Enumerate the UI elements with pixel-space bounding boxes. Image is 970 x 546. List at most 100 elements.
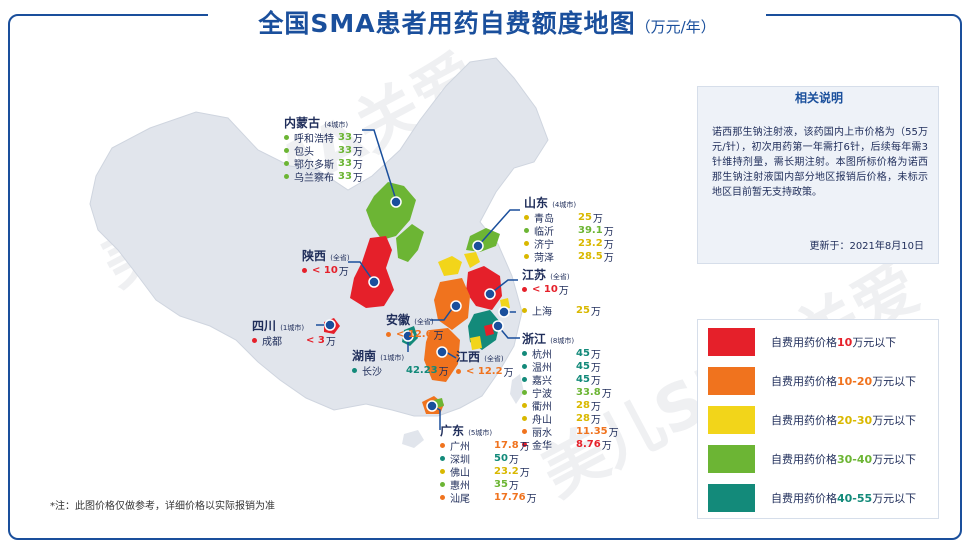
city-list: 呼和浩特 33 万包头 33 万鄂尔多斯 33 万乌兰察布 33 万: [284, 131, 363, 184]
city-name: 包头: [294, 147, 314, 158]
region-zhejiang-red: [484, 324, 494, 336]
city-list: < 12.6 万: [386, 328, 444, 342]
city-dot: [522, 287, 527, 292]
city-row: 乌兰察布 33 万: [284, 170, 363, 184]
city-unit: 万: [590, 415, 601, 426]
city-value: 45: [576, 374, 590, 385]
city-dot: [386, 332, 391, 337]
city-value: 39.1: [578, 225, 603, 236]
city-list: < 10 万: [522, 283, 570, 297]
leader-neimenggu: [362, 129, 397, 201]
legend-label: 自费用药价格40-55万元以下: [771, 492, 917, 505]
city-unit: 万: [519, 468, 530, 479]
city-unit: 万: [558, 286, 569, 297]
label-shandong: 山东 (4城市) 青岛 25 万临沂 39.1 万济宁 23.2 万菏泽 28.5 万: [524, 194, 614, 264]
city-unit: 万: [503, 368, 514, 379]
province-scope: (全省): [484, 355, 504, 363]
city-row: 长沙 42.23 万: [352, 364, 449, 378]
legend-swatch: [708, 445, 755, 473]
province-scope: (全省): [330, 254, 350, 262]
province-name: 四川: [252, 319, 277, 333]
marker-zhejiang: [492, 320, 504, 332]
city-row: 临沂 39.1 万: [524, 224, 614, 238]
province-name: 陕西: [302, 249, 327, 263]
legend-label: 自费用药价格30-40万元以下: [771, 453, 917, 466]
marker-jiangsu: [484, 288, 496, 300]
province-name: 内蒙古: [284, 116, 321, 130]
taiwan-island: [510, 374, 524, 404]
leader-jiangsu: [489, 279, 518, 295]
china-map: [89, 57, 549, 448]
marker-shanghai: [498, 306, 510, 318]
city-row: 佛山 23.2 万: [440, 465, 537, 479]
notes-body: 诺西那生钠注射液，该药国内上市价格为（55万元/针），初次用药第一年需打6针，后…: [712, 127, 928, 198]
legend-item: 自费用药价格30-40万元以下: [708, 445, 916, 473]
region-shandong-yellow-2: [464, 252, 480, 268]
city-list: 广州 17.8 万深圳 50 万佛山 23.2 万惠州 35 万汕尾 17.76 万: [440, 439, 537, 505]
province-scope: (4城市): [324, 121, 349, 129]
notes-heading: 相关说明: [794, 91, 843, 105]
city-name: 鄂尔多斯: [294, 160, 334, 171]
marker-shandong: [472, 240, 484, 252]
province-name: 江西: [456, 350, 481, 364]
footnote: *注：此图价格仅做参考，详细价格以实际报销为准: [50, 501, 275, 512]
city-dot: [524, 254, 529, 259]
city-value: 33: [338, 145, 352, 156]
city-unit: 万: [325, 337, 336, 348]
city-value: 17.8: [494, 440, 519, 451]
city-dot: [440, 482, 445, 487]
title-bar: 全国SMA患者用药自费额度地图（万元/年）: [0, 0, 970, 44]
province-name: 安徽: [386, 313, 411, 327]
city-dot: [284, 174, 289, 179]
city-value: 28: [576, 400, 590, 411]
city-value: 45: [576, 348, 590, 359]
region-shandong-yellow: [438, 256, 462, 276]
title-background: [208, 2, 766, 38]
city-dot: [522, 429, 527, 434]
label-zhejiang: 浙江 (8城市) 杭州 45 万温州 45 万嘉兴 45 万宁波 33.8 万衢州 28 万舟山 28…: [522, 330, 619, 452]
city-unit: 万: [526, 494, 537, 505]
city-value: 50: [494, 453, 508, 464]
city-value: 25: [578, 212, 592, 223]
city-unit: 万: [603, 227, 614, 238]
city-name: 乌兰察布: [294, 173, 334, 184]
city-row: 宁波 33.8 万: [522, 386, 619, 400]
city-name: 佛山: [450, 468, 470, 479]
marker-sichuan: [324, 319, 336, 331]
city-row: 呼和浩特 33 万: [284, 131, 363, 145]
city-unit: 万: [601, 441, 612, 452]
city-row: < 12.2 万: [456, 365, 514, 379]
city-unit: 万: [433, 331, 444, 342]
city-unit: 万: [603, 240, 614, 251]
region-jiangsu: [466, 266, 502, 310]
marker-shaanxi: [368, 276, 380, 288]
city-name: 临沂: [534, 227, 554, 238]
legend-swatch: [708, 484, 755, 512]
marker-guangdong: [426, 400, 438, 412]
city-name: 广州: [450, 442, 470, 453]
region-neimenggu: [366, 182, 416, 240]
city-value: < 12.6: [396, 329, 433, 340]
city-value: 8.76: [576, 439, 601, 450]
city-row: 丽水 11.35 万: [522, 425, 619, 439]
city-dot: [522, 364, 527, 369]
city-value: 28.5: [578, 251, 603, 262]
city-dot: [440, 495, 445, 500]
legend-item: 自费用药价格10-20万元以下: [708, 367, 916, 395]
city-unit: 万: [508, 455, 519, 466]
city-unit: 万: [352, 147, 363, 158]
region-shanxi-green: [396, 224, 424, 262]
city-dot: [524, 215, 529, 220]
city-list: 长沙 42.23 万: [352, 364, 449, 378]
city-row: 包头 33 万: [284, 144, 363, 158]
city-unit: 万: [603, 253, 614, 264]
leader-anhui: [430, 305, 455, 321]
legend-label: 自费用药价格10万元以下: [771, 336, 897, 349]
city-value: 45: [576, 361, 590, 372]
city-unit: 万: [338, 267, 349, 278]
city-name: 成都: [262, 337, 282, 348]
city-value: < 12.2: [466, 366, 503, 377]
